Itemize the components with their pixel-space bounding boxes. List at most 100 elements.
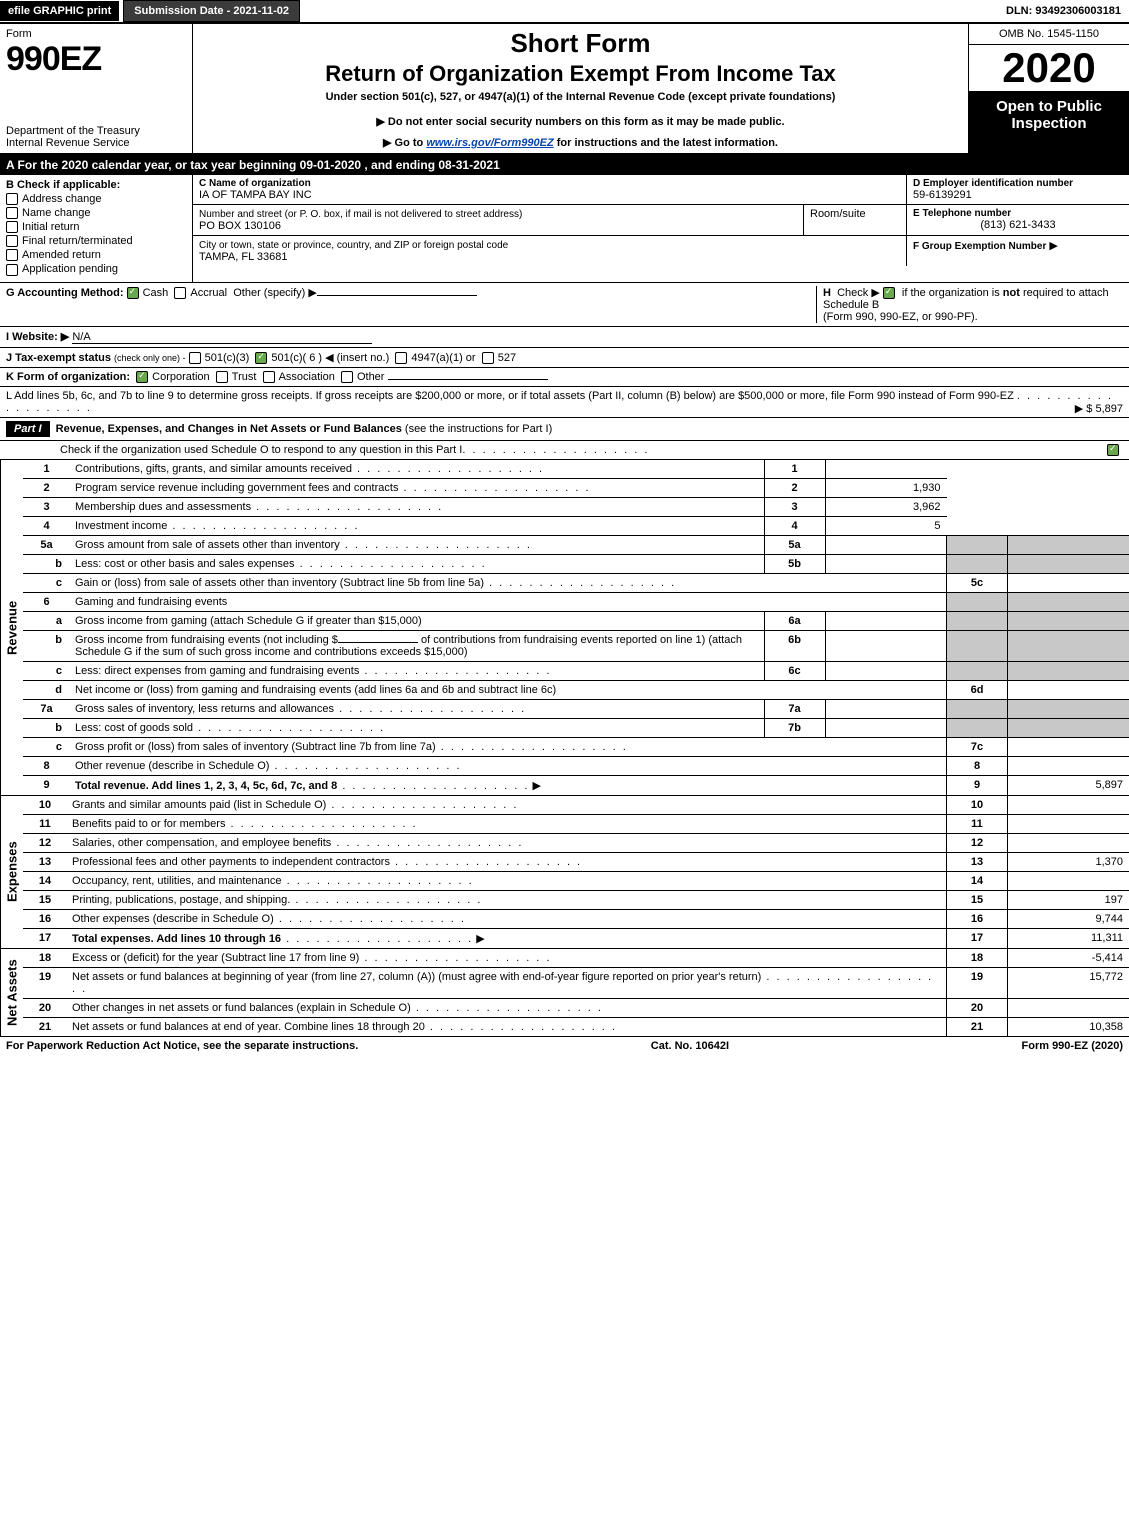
l-amount: ▶ $ 5,897 xyxy=(1075,402,1123,415)
goto-pre: ▶ Go to xyxy=(383,137,426,149)
h-not: not xyxy=(1003,287,1020,299)
footer-mid: Cat. No. 10642I xyxy=(651,1040,729,1052)
chk-final[interactable]: Final return/terminated xyxy=(6,235,186,247)
line-7b: bLess: cost of goods sold7b xyxy=(23,718,1129,737)
revenue-section: Revenue 1Contributions, gifts, grants, a… xyxy=(0,460,1129,796)
form-header: Form 990EZ Department of the Treasury In… xyxy=(0,24,1129,155)
line-g-h: G Accounting Method: Cash Accrual Other … xyxy=(0,283,1129,327)
line-20: 20Other changes in net assets or fund ba… xyxy=(23,998,1129,1017)
part1-check-text: Check if the organization used Schedule … xyxy=(60,444,462,456)
chk-501c[interactable] xyxy=(255,352,267,364)
box-d-lbl: D Employer identification number xyxy=(913,178,1123,189)
city-val: TAMPA, FL 33681 xyxy=(199,251,287,263)
room-lbl: Room/suite xyxy=(810,208,866,220)
line-5c: cGain or (loss) from sale of assets othe… xyxy=(23,573,1129,592)
chk-other[interactable] xyxy=(341,371,353,383)
main-title: Return of Organization Exempt From Incom… xyxy=(201,61,960,87)
open-inspection: Open to Public Inspection xyxy=(969,92,1129,153)
box-c-lbl: C Name of organization xyxy=(199,178,900,189)
i-lbl: I Website: ▶ xyxy=(6,331,69,343)
street-val: PO BOX 130106 xyxy=(199,220,281,232)
revenue-label: Revenue xyxy=(0,460,23,795)
line-17: 17Total expenses. Add lines 10 through 1… xyxy=(23,928,1129,948)
line-12: 12Salaries, other compensation, and empl… xyxy=(23,833,1129,852)
h-t1: Check ▶ xyxy=(837,287,880,299)
room-suite: Room/suite xyxy=(804,205,907,235)
goto-post: for instructions and the latest informat… xyxy=(554,137,778,149)
header-left: Form 990EZ Department of the Treasury In… xyxy=(0,24,193,153)
box-f: F Group Exemption Number ▶ xyxy=(907,236,1129,266)
tax-year: 2020 xyxy=(969,45,1129,92)
box-c-name: C Name of organization IA OF TAMPA BAY I… xyxy=(193,175,907,204)
k-corp: Corporation xyxy=(152,371,209,383)
dept-line1: Department of the Treasury xyxy=(6,125,140,137)
footer-left: For Paperwork Reduction Act Notice, see … xyxy=(6,1040,358,1052)
line-6: 6Gaming and fundraising events xyxy=(23,592,1129,611)
j-lbl: J Tax-exempt status xyxy=(6,352,111,364)
k-assoc: Association xyxy=(279,371,335,383)
chk-part1-o[interactable] xyxy=(1107,444,1119,456)
h-t4: (Form 990, 990-EZ, or 990-PF). xyxy=(823,311,978,323)
line-10: 10Grants and similar amounts paid (list … xyxy=(23,796,1129,815)
short-form: Short Form xyxy=(201,28,960,59)
box-f-lbl: F Group Exemption Number xyxy=(913,241,1046,252)
phone: (813) 621-3433 xyxy=(913,219,1123,231)
g-other: Other (specify) ▶ xyxy=(233,287,317,299)
j-o4: 527 xyxy=(498,352,516,364)
top-bar: efile GRAPHIC print Submission Date - 20… xyxy=(0,0,1129,24)
irs-link[interactable]: www.irs.gov/Form990EZ xyxy=(426,137,553,149)
box-b-title: B Check if applicable: xyxy=(6,179,120,191)
chk-trust[interactable] xyxy=(216,371,228,383)
chk-501c3[interactable] xyxy=(189,352,201,364)
line-a: A For the 2020 calendar year, or tax yea… xyxy=(0,155,1129,175)
netassets-table: 18Excess or (deficit) for the year (Subt… xyxy=(23,949,1129,1036)
part1-header: Part I Revenue, Expenses, and Changes in… xyxy=(0,418,1129,441)
chk-527[interactable] xyxy=(482,352,494,364)
chk-h[interactable] xyxy=(883,287,895,299)
org-name: IA OF TAMPA BAY INC xyxy=(199,189,900,201)
h-t2: if the organization is xyxy=(902,287,1003,299)
chk-accrual[interactable] xyxy=(174,287,186,299)
line-2: 2Program service revenue including gover… xyxy=(23,478,1129,497)
box-c-street: Number and street (or P. O. box, if mail… xyxy=(193,205,804,235)
dln: DLN: 93492306003181 xyxy=(998,1,1129,21)
chk-amended[interactable]: Amended return xyxy=(6,249,186,261)
k-other: Other xyxy=(357,371,385,383)
submission-date: Submission Date - 2021-11-02 xyxy=(123,0,300,22)
dept-line2: Internal Revenue Service xyxy=(6,137,130,149)
chk-corp[interactable] xyxy=(136,371,148,383)
box-d: D Employer identification number 59-6139… xyxy=(907,175,1129,204)
expenses-section: Expenses 10Grants and similar amounts pa… xyxy=(0,796,1129,949)
line-6a: aGross income from gaming (attach Schedu… xyxy=(23,611,1129,630)
line-18: 18Excess or (deficit) for the year (Subt… xyxy=(23,949,1129,968)
chk-name[interactable]: Name change xyxy=(6,207,186,219)
line-9: 9Total revenue. Add lines 1, 2, 3, 4, 5c… xyxy=(23,775,1129,795)
line-11: 11Benefits paid to or for members11 xyxy=(23,814,1129,833)
k-trust: Trust xyxy=(232,371,257,383)
chk-assoc[interactable] xyxy=(263,371,275,383)
footer-right: Form 990-EZ (2020) xyxy=(1022,1040,1124,1052)
l-text: L Add lines 5b, 6c, and 7b to line 9 to … xyxy=(6,390,1014,402)
line-5a: 5aGross amount from sale of assets other… xyxy=(23,535,1129,554)
part1-title: Revenue, Expenses, and Changes in Net As… xyxy=(56,423,402,435)
line-i: I Website: ▶ N/A xyxy=(0,327,1129,348)
chk-initial[interactable]: Initial return xyxy=(6,221,186,233)
line-21: 21Net assets or fund balances at end of … xyxy=(23,1017,1129,1036)
chk-pending[interactable]: Application pending xyxy=(6,263,186,275)
line-j: J Tax-exempt status (check only one) - 5… xyxy=(0,348,1129,368)
line-l: L Add lines 5b, 6c, and 7b to line 9 to … xyxy=(0,387,1129,418)
chk-4947[interactable] xyxy=(395,352,407,364)
line-8: 8Other revenue (describe in Schedule O)8 xyxy=(23,756,1129,775)
expenses-label: Expenses xyxy=(0,796,23,948)
j-note: (check only one) - xyxy=(114,353,186,363)
under-section: Under section 501(c), 527, or 4947(a)(1)… xyxy=(201,91,960,103)
line-6b: bGross income from fundraising events (n… xyxy=(23,630,1129,661)
chk-address[interactable]: Address change xyxy=(6,193,186,205)
j-o3: 4947(a)(1) or xyxy=(411,352,475,364)
line-g: G Accounting Method: Cash Accrual Other … xyxy=(6,286,816,323)
box-c-city: City or town, state or province, country… xyxy=(193,236,907,266)
netassets-label: Net Assets xyxy=(0,949,23,1036)
g-cash: Cash xyxy=(143,287,169,299)
box-f-arrow: ▶ xyxy=(1049,240,1057,252)
chk-cash[interactable] xyxy=(127,287,139,299)
